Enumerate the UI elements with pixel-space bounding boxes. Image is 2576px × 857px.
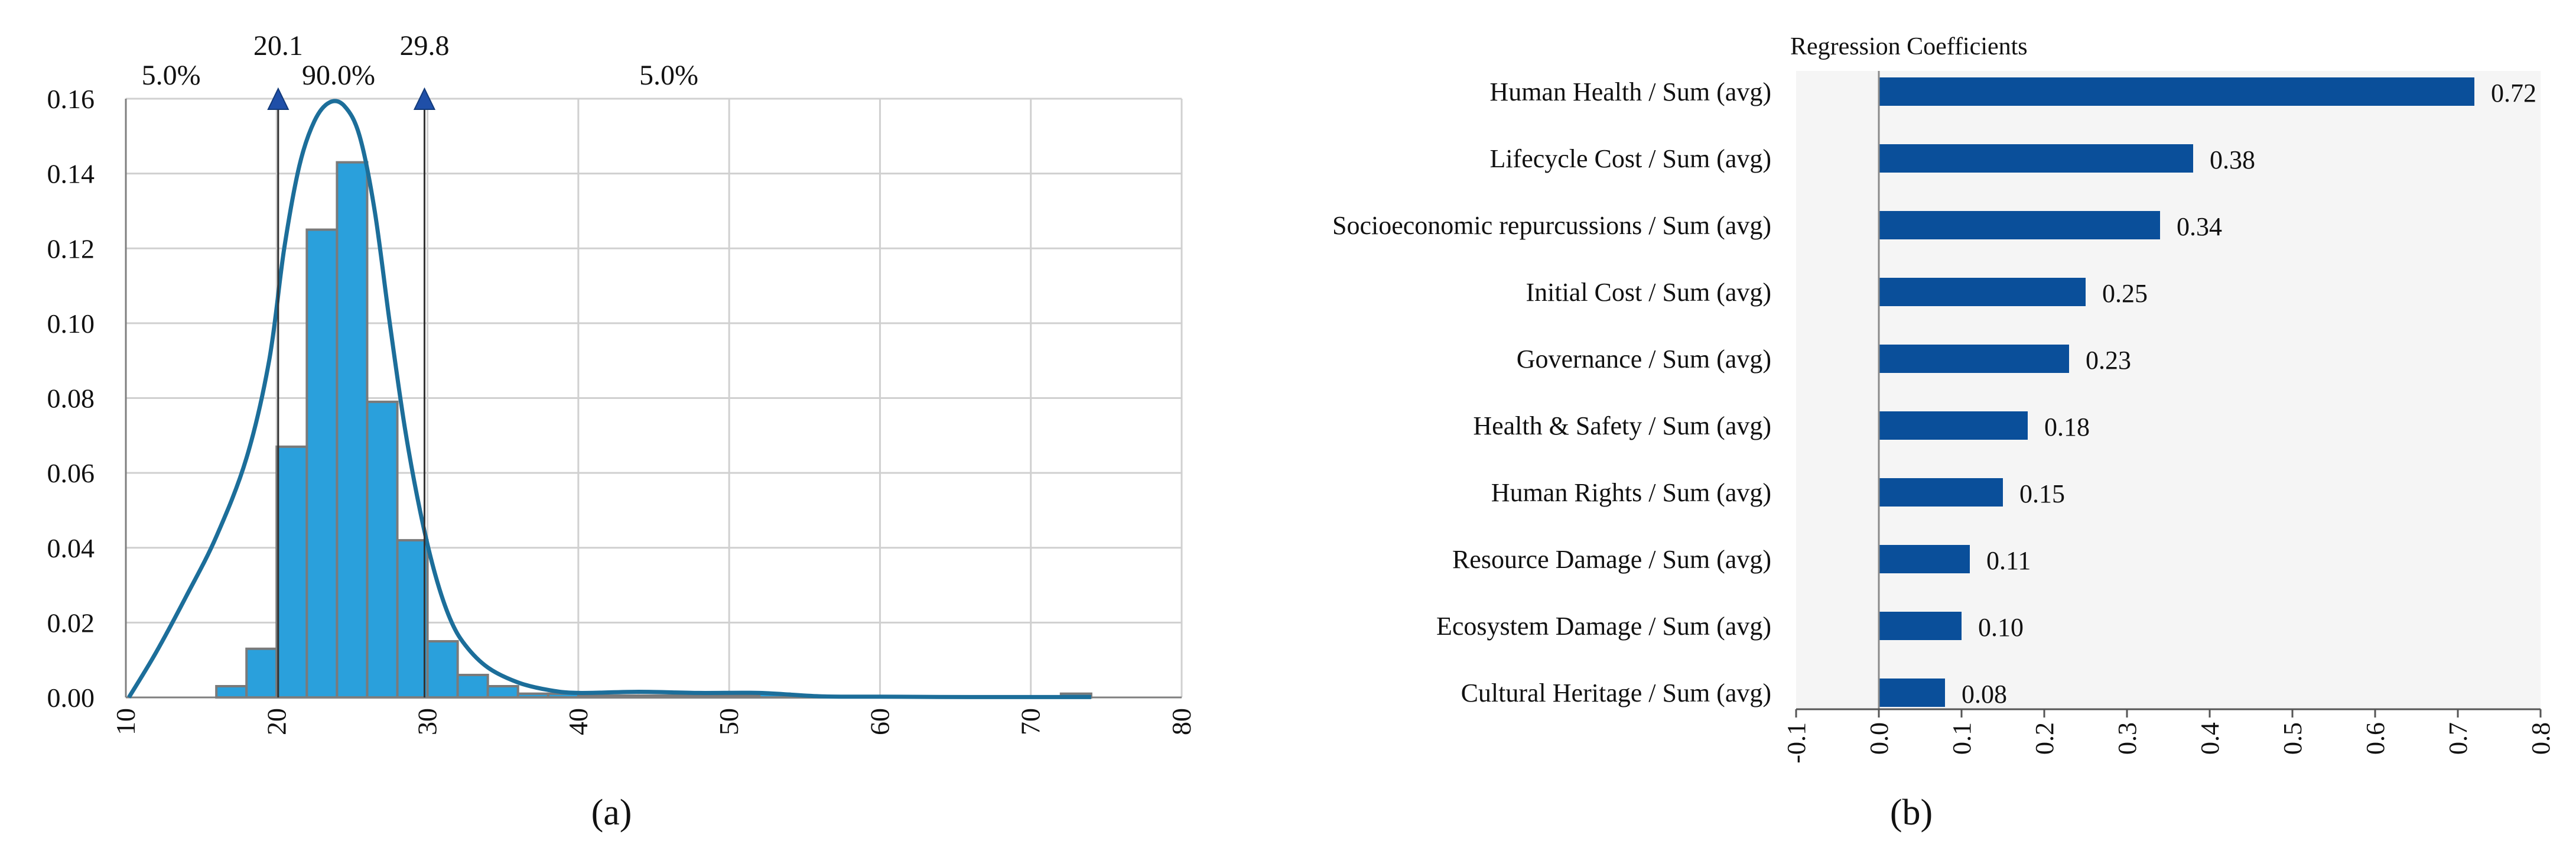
value-label: 0.11: [1986, 546, 2031, 575]
x-tick-label: 80: [1166, 708, 1196, 735]
x-tick-label: 70: [1016, 708, 1046, 735]
y-tick-label: 0.06: [47, 458, 95, 488]
value-label: 0.08: [1962, 680, 2007, 709]
plot-background: [1796, 71, 2541, 709]
x-tick-label: 60: [864, 708, 895, 735]
y-tick-label: 0.02: [47, 608, 95, 638]
category-label: Ecosystem Damage / Sum (avg): [1436, 612, 1771, 641]
x-tick-label: 10: [110, 708, 141, 735]
y-tick-label: 0.16: [47, 84, 95, 114]
histogram-bar: [486, 685, 519, 699]
value-label: 0.18: [2044, 413, 2090, 442]
y-tick-label: 0.00: [47, 683, 95, 713]
category-label: Lifecycle Cost / Sum (avg): [1489, 144, 1771, 173]
y-tick-label: 0.12: [47, 233, 95, 264]
coefficient-bar: [1879, 211, 2160, 239]
value-label: 0.72: [2491, 79, 2536, 108]
value-label: 0.34: [2177, 212, 2222, 241]
x-tick-label: 50: [714, 708, 744, 735]
x-tick-label: 0.0: [1865, 722, 1894, 755]
coefficient-bar: [1879, 77, 2474, 106]
coefficient-bar: [1879, 679, 1945, 707]
coefficient-bar: [1879, 545, 1970, 573]
x-tick-label: 0.2: [2030, 722, 2059, 755]
histogram-bar: [366, 400, 399, 699]
y-tick-label: 0.08: [47, 384, 95, 414]
percentile-marker-arrow: [413, 87, 436, 110]
regression-coefficients-panel: Regression Coefficients Human Health / Su…: [1332, 33, 2555, 764]
coefficient-bar: [1879, 478, 2003, 507]
coefficient-bar: [1879, 144, 2193, 173]
value-label: 0.15: [2019, 479, 2065, 508]
x-tick-label: 40: [563, 708, 593, 735]
x-tick-label: -0.1: [1782, 722, 1811, 764]
category-label: Initial Cost / Sum (avg): [1526, 278, 1771, 307]
y-tick-label: 0.04: [47, 533, 95, 563]
panel-a-label: (a): [591, 793, 632, 833]
coefficient-bar: [1879, 612, 1962, 640]
category-label: Resource Damage / Sum (avg): [1452, 545, 1771, 574]
region-percent-label: 90.0%: [302, 60, 375, 91]
category-label: Socioeconomic repurcussions / Sum (avg): [1332, 211, 1771, 240]
category-label: Cultural Heritage / Sum (avg): [1461, 679, 1771, 707]
y-tick-label: 0.14: [47, 159, 95, 189]
x-tick-label: 0.5: [2278, 722, 2307, 755]
category-label: Human Health / Sum (avg): [1489, 77, 1771, 106]
histogram-bar: [396, 539, 429, 699]
category-label: Health & Safety / Sum (avg): [1473, 411, 1771, 440]
x-tick-label: 0.7: [2444, 722, 2473, 755]
panel-b-label: (b): [1890, 793, 1933, 833]
chart-title: Regression Coefficients: [1790, 33, 2028, 60]
value-label: 0.23: [2086, 346, 2131, 375]
histogram-bar: [275, 445, 308, 699]
x-tick-label: 0.1: [1947, 722, 1976, 755]
x-tick-label: 0.8: [2526, 722, 2555, 755]
histogram-bar: [456, 674, 489, 699]
histogram-bar: [426, 640, 459, 699]
coefficient-bar: [1879, 411, 2028, 440]
category-label: Governance / Sum (avg): [1517, 345, 1771, 374]
x-tick-label: 0.4: [2196, 722, 2224, 755]
histogram-bar: [215, 685, 248, 699]
histogram-bar: [305, 228, 339, 699]
x-tick-label: 20: [261, 708, 291, 735]
coefficient-bar: [1879, 345, 2069, 373]
value-label: 0.10: [1978, 613, 2024, 642]
x-tick-label: 30: [412, 708, 443, 735]
x-tick-label: 0.3: [2113, 722, 2142, 755]
coefficient-bar: [1879, 278, 2086, 306]
percentile-marker-label: 20.1: [253, 30, 303, 61]
x-tick-label: 0.6: [2361, 722, 2390, 755]
percentile-marker-arrow: [267, 87, 290, 110]
region-percent-label: 5.0%: [142, 60, 201, 91]
value-label: 0.38: [2210, 145, 2255, 174]
region-percent-label: 5.0%: [639, 60, 698, 91]
value-label: 0.25: [2102, 279, 2148, 308]
histogram-panel: 20.1 29.8 5.0% 90.0% 5.0% 0.00 0.02 0.04 0.06 0.0…: [47, 30, 1197, 735]
histogram-bar: [336, 161, 369, 699]
category-label: Human Rights / Sum (avg): [1491, 478, 1771, 507]
density-curve: [127, 99, 1091, 699]
y-tick-label: 0.10: [47, 309, 95, 339]
histogram-bar: [245, 647, 278, 699]
percentile-marker-label: 29.8: [399, 30, 449, 61]
